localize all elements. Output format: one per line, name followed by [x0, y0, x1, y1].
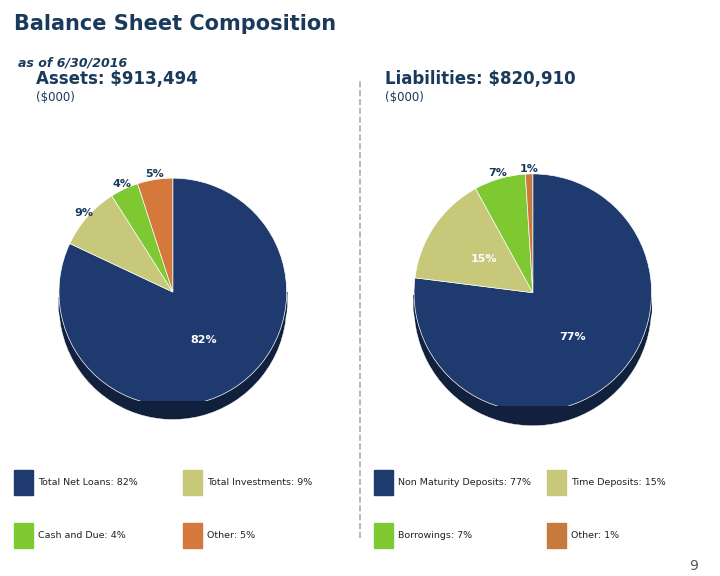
Text: Liabilities: $820,910: Liabilities: $820,910	[385, 70, 576, 88]
Bar	[14, 523, 32, 548]
Wedge shape	[526, 188, 533, 307]
Wedge shape	[414, 188, 652, 426]
Text: Cash and Due: 4%: Cash and Due: 4%	[37, 531, 125, 540]
Text: as of 6/30/2016: as of 6/30/2016	[18, 56, 127, 69]
Bar	[183, 469, 202, 495]
Text: 15%: 15%	[470, 254, 497, 264]
Wedge shape	[415, 203, 533, 307]
Polygon shape	[59, 292, 287, 367]
Text: 9: 9	[690, 559, 698, 573]
Wedge shape	[414, 174, 652, 411]
Wedge shape	[70, 210, 173, 306]
Wedge shape	[112, 184, 173, 292]
Wedge shape	[59, 192, 287, 419]
Text: Other: 5%: Other: 5%	[207, 531, 255, 540]
Text: 5%: 5%	[145, 169, 163, 180]
Wedge shape	[138, 192, 173, 306]
Wedge shape	[138, 178, 173, 292]
Text: Balance Sheet Composition: Balance Sheet Composition	[14, 14, 336, 35]
Text: ($000): ($000)	[385, 91, 424, 104]
Bar	[183, 523, 202, 548]
Bar	[547, 523, 566, 548]
Text: 7%: 7%	[489, 168, 508, 179]
Wedge shape	[59, 178, 287, 406]
Text: Assets: $913,494: Assets: $913,494	[36, 70, 198, 88]
Wedge shape	[415, 188, 533, 293]
Text: Other: 1%: Other: 1%	[571, 531, 619, 540]
Bar	[547, 469, 566, 495]
Wedge shape	[526, 174, 533, 293]
Text: Borrowings: 7%: Borrowings: 7%	[398, 531, 472, 540]
Text: 4%: 4%	[112, 179, 132, 190]
Text: Total Investments: 9%: Total Investments: 9%	[207, 478, 312, 487]
Wedge shape	[112, 198, 173, 306]
Text: 77%: 77%	[559, 332, 585, 342]
Wedge shape	[476, 188, 533, 307]
Text: Time Deposits: 15%: Time Deposits: 15%	[571, 478, 666, 487]
Text: Non Maturity Deposits: 77%: Non Maturity Deposits: 77%	[398, 478, 531, 487]
Text: 9%: 9%	[74, 209, 93, 218]
Bar	[374, 523, 393, 548]
Wedge shape	[70, 196, 173, 292]
Wedge shape	[476, 174, 533, 293]
Text: Total Net Loans: 82%: Total Net Loans: 82%	[37, 478, 138, 487]
Bar	[14, 469, 32, 495]
Text: ($000): ($000)	[36, 91, 75, 104]
Text: 82%: 82%	[190, 335, 217, 345]
Polygon shape	[414, 295, 652, 372]
Text: 1%: 1%	[519, 164, 539, 173]
Bar	[374, 469, 393, 495]
